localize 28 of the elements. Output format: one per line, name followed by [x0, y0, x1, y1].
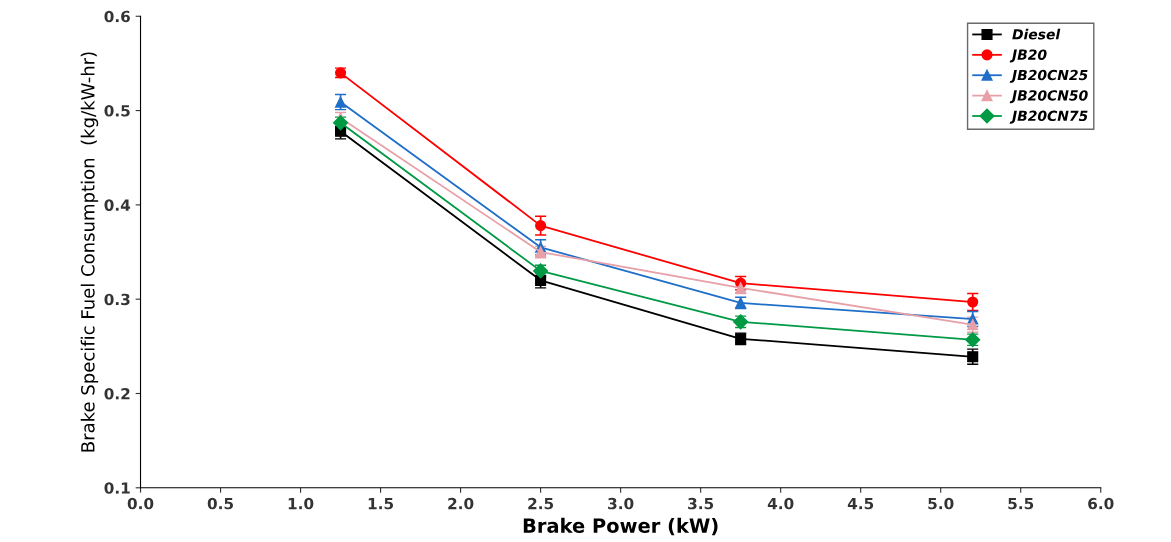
x-tick-label: 0.0 [127, 497, 154, 510]
x-tick-label: 1.0 [288, 497, 314, 510]
x-tick-label: 4.0 [767, 497, 794, 510]
x-tick-label: 2.0 [448, 497, 474, 510]
y-tick-label: 0.3 [104, 293, 130, 306]
y-axis-title: Brake Specific Fuel Consumption (kg/kW-hr) [80, 52, 99, 452]
x-tick-label: 6.0 [1088, 497, 1114, 510]
x-axis-title: Brake Power (kW) [523, 517, 718, 536]
y-tick-label: 0.6 [104, 10, 130, 23]
x-tick-label: 5.5 [1008, 497, 1034, 510]
x-tick-label: 3.0 [608, 497, 634, 510]
legend-label: JB20 [1009, 49, 1047, 63]
point [967, 296, 979, 308]
y-tick-label: 0.1 [104, 482, 130, 494]
legend-label: JB20CN25 [1009, 69, 1088, 83]
y-tick-label: 0.2 [104, 387, 130, 400]
x-tick-label: 0.5 [207, 497, 233, 510]
legend-label: JB20CN50 [1009, 90, 1088, 104]
legend-label: Diesel [1012, 28, 1061, 40]
x-tick-label: 1.5 [368, 497, 394, 510]
x-tick-label: 5.0 [928, 497, 954, 510]
x-tick-label: 3.5 [688, 497, 714, 510]
x-tick-label: 2.5 [528, 497, 554, 510]
legend-label: JB20CN75 [1009, 110, 1088, 124]
y-tick-label: 0.4 [104, 199, 131, 211]
x-tick-label: 4.5 [847, 497, 874, 510]
y-tick-label: 0.5 [104, 105, 130, 117]
point [535, 220, 547, 232]
